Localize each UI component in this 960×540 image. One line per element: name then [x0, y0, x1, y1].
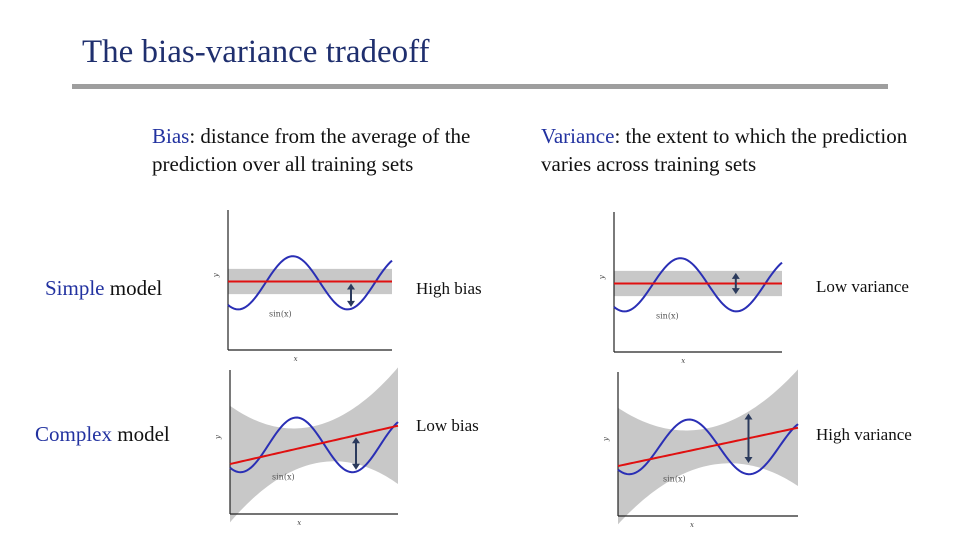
- simple-model-bias-plot: y x sin(x): [212, 210, 393, 363]
- low-variance-label: Low variance: [816, 277, 909, 296]
- y-axis-label: y: [602, 436, 610, 442]
- arrow-head-up: [347, 283, 355, 290]
- page-title: The bias-variance tradeoff: [82, 34, 430, 70]
- sine-label: sin(x): [656, 311, 679, 320]
- complex-model-bias-plot: y x sin(x): [214, 367, 399, 527]
- arrow-head-down: [352, 463, 360, 470]
- arrow-head-up: [744, 413, 753, 420]
- high-variance-label: High variance: [816, 425, 912, 444]
- title-underline: [72, 84, 888, 89]
- sine-label: sin(x): [272, 472, 295, 481]
- sine-label: sin(x): [663, 474, 686, 483]
- complex-rest: model: [112, 422, 170, 446]
- low-bias-label: Low bias: [416, 416, 479, 435]
- complex-term: Complex: [35, 422, 112, 446]
- x-axis-label: x: [294, 355, 298, 363]
- sine-label: sin(x): [269, 309, 292, 318]
- variance-definition: : the extent to which the prediction var…: [541, 124, 908, 176]
- arrow-head-up: [731, 272, 740, 279]
- model-fit-line: [617, 426, 799, 468]
- bias-definition: : distance from the average of the predi…: [152, 124, 471, 176]
- simple-term: Simple: [45, 276, 105, 300]
- bias-term: Bias: [152, 124, 190, 148]
- complex-model-variance-plot: y x sin(x): [602, 369, 799, 529]
- simple-model-label: Simple model: [45, 276, 162, 301]
- arrow-head-down: [744, 457, 753, 464]
- arrow-head-down: [347, 300, 355, 307]
- variance-description: Variance: the extent to which the predic…: [541, 122, 911, 178]
- y-axis-label: y: [212, 272, 220, 278]
- sine-curve: [613, 257, 783, 313]
- sine-curve: [227, 255, 393, 311]
- simple-model-variance-plot: y x sin(x): [598, 212, 783, 365]
- high-bias-label: High bias: [416, 279, 482, 298]
- simple-rest: model: [104, 276, 163, 300]
- x-axis-label: x: [297, 519, 301, 527]
- complex-model-label: Complex model: [35, 422, 170, 447]
- x-axis-label: x: [690, 521, 694, 529]
- y-axis-label: y: [214, 434, 222, 440]
- sine-curve: [617, 418, 799, 476]
- arrow-head-down: [731, 288, 740, 295]
- sine-curve: [229, 416, 399, 474]
- y-axis-label: y: [598, 274, 606, 280]
- model-fit-line: [229, 424, 399, 466]
- x-axis-label: x: [681, 357, 685, 365]
- variance-term: Variance: [541, 124, 615, 148]
- bias-description: Bias: distance from the average of the p…: [152, 122, 492, 178]
- arrow-head-up: [352, 437, 360, 444]
